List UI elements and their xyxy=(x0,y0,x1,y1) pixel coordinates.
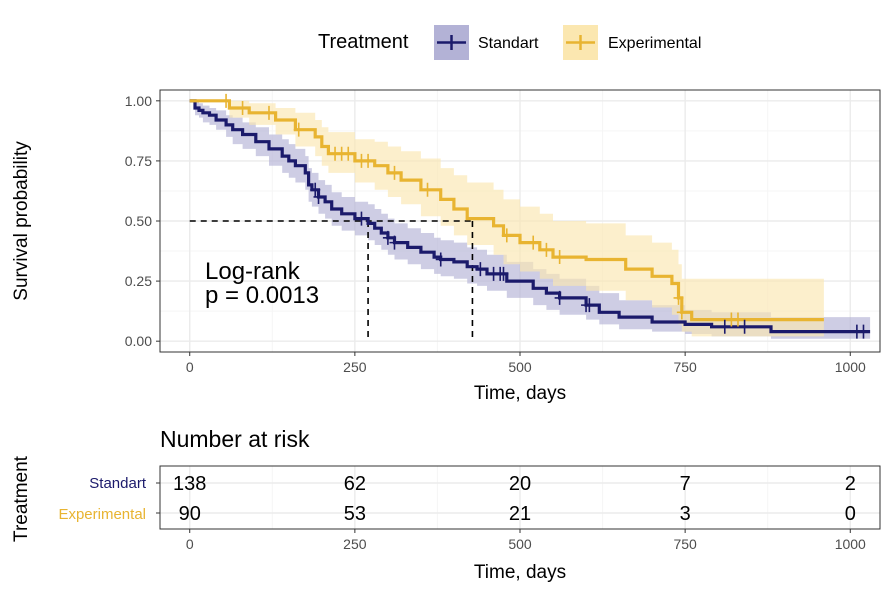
legend-label-experimental: Experimental xyxy=(608,35,701,52)
risk-x-axis-title: Time, days xyxy=(474,562,566,583)
survival-panel: 0 250 500 750 1000 0.00 0.25 0.50 0.75 1.00 Log-r… xyxy=(11,89,881,404)
censor-mark-standart xyxy=(313,189,324,204)
risk-cell-experimental: 3 xyxy=(680,503,691,525)
censor-mark-standart xyxy=(584,298,595,313)
censor-mark-experimental xyxy=(676,305,687,320)
risk-table: Number at risk 138 62 20 7 2 90 53 21 3 0 0 250 500… xyxy=(11,426,881,583)
censor-mark-experimental xyxy=(501,228,512,243)
confidence-band-standart xyxy=(189,100,871,339)
censor-mark-standart xyxy=(858,324,869,339)
censor-mark-standart xyxy=(554,290,565,305)
risk-cell-experimental: 90 xyxy=(179,503,201,525)
censor-mark-standart xyxy=(382,230,393,245)
censor-mark-experimental xyxy=(293,122,304,137)
censor-mark-experimental xyxy=(422,182,433,197)
x-tick-label: 500 xyxy=(508,359,532,375)
censor-mark-standart xyxy=(739,319,750,334)
risk-row-label-standart: Standart xyxy=(89,475,147,492)
censor-mark-experimental xyxy=(237,101,248,116)
survival-curve-experimental xyxy=(189,99,824,322)
median-lines xyxy=(189,220,474,342)
risk-cell-standart: 20 xyxy=(509,473,531,495)
risk-table-title: Number at risk xyxy=(160,426,310,452)
censor-mark-experimental xyxy=(389,165,400,180)
annotation-logrank: Log-rank xyxy=(205,258,301,285)
censor-mark-experimental xyxy=(221,93,232,108)
x-tick-label: 750 xyxy=(673,359,697,375)
risk-cell-experimental: 53 xyxy=(344,503,366,525)
legend-label-standart: Standart xyxy=(478,35,539,52)
risk-grid xyxy=(160,466,880,529)
legend-title: Treatment xyxy=(318,31,409,53)
censor-marks xyxy=(221,93,869,339)
risk-cell-experimental: 21 xyxy=(509,503,531,525)
survival-x-axis-title: Time, days xyxy=(474,383,566,404)
x-tick-label: 1000 xyxy=(835,359,866,375)
risk-x-tick-label: 750 xyxy=(673,536,697,552)
y-tick-label: 1.00 xyxy=(125,93,152,109)
risk-axis-ticks: 0 250 500 750 1000 xyxy=(156,482,866,552)
risk-cells: 138 62 20 7 2 90 53 21 3 0 xyxy=(173,473,856,525)
censor-mark-experimental xyxy=(363,153,374,168)
x-tick-label: 0 xyxy=(186,359,194,375)
y-tick-label: 0.50 xyxy=(125,213,152,229)
censor-mark-experimental xyxy=(343,146,354,161)
risk-cell-standart: 7 xyxy=(680,473,691,495)
censor-mark-standart xyxy=(389,235,400,250)
risk-cell-standart: 62 xyxy=(344,473,366,495)
x-tick-label: 250 xyxy=(343,359,367,375)
censor-mark-experimental xyxy=(263,105,274,120)
legend: Treatment Standart Experimental xyxy=(318,25,701,60)
legend-key-experimental xyxy=(563,25,598,60)
censor-mark-experimental xyxy=(528,235,539,250)
survival-y-axis-title: Survival probability xyxy=(11,141,32,301)
risk-row-label-experimental: Experimental xyxy=(58,506,146,523)
y-tick-label: 0.25 xyxy=(125,273,152,289)
risk-cell-experimental: 0 xyxy=(845,503,856,525)
censor-mark-standart xyxy=(435,252,446,267)
y-tick-label: 0.00 xyxy=(125,333,152,349)
censor-mark-standart xyxy=(475,262,486,277)
censor-mark-experimental xyxy=(732,312,743,327)
annotation-pvalue: p = 0.0013 xyxy=(205,282,319,309)
risk-x-tick-label: 1000 xyxy=(835,536,866,552)
y-tick-label: 0.75 xyxy=(125,153,152,169)
risk-x-tick-label: 250 xyxy=(343,536,367,552)
risk-cell-standart: 2 xyxy=(845,473,856,495)
censor-mark-standart xyxy=(310,182,321,197)
legend-key-standart xyxy=(434,25,469,60)
censor-mark-experimental xyxy=(673,290,684,305)
risk-x-tick-label: 0 xyxy=(186,536,194,552)
censor-mark-experimental xyxy=(541,242,552,257)
risk-y-axis-title: Treatment xyxy=(11,455,32,542)
risk-x-tick-label: 500 xyxy=(508,536,532,552)
censor-mark-experimental xyxy=(554,250,565,265)
censor-mark-standart xyxy=(498,266,509,281)
censor-mark-standart xyxy=(719,319,730,334)
censor-mark-standart xyxy=(356,211,367,226)
risk-cell-standart: 138 xyxy=(173,473,206,495)
survival-axis-ticks: 0 250 500 750 1000 0.00 0.25 0.50 0.75 1.00 xyxy=(125,93,866,375)
